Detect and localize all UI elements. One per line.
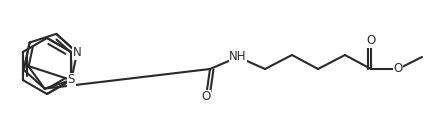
Text: NH: NH xyxy=(229,51,247,63)
Text: S: S xyxy=(68,74,75,86)
Text: O: O xyxy=(393,62,403,76)
Text: N: N xyxy=(73,46,81,59)
Text: O: O xyxy=(202,91,211,103)
Text: O: O xyxy=(367,34,376,48)
